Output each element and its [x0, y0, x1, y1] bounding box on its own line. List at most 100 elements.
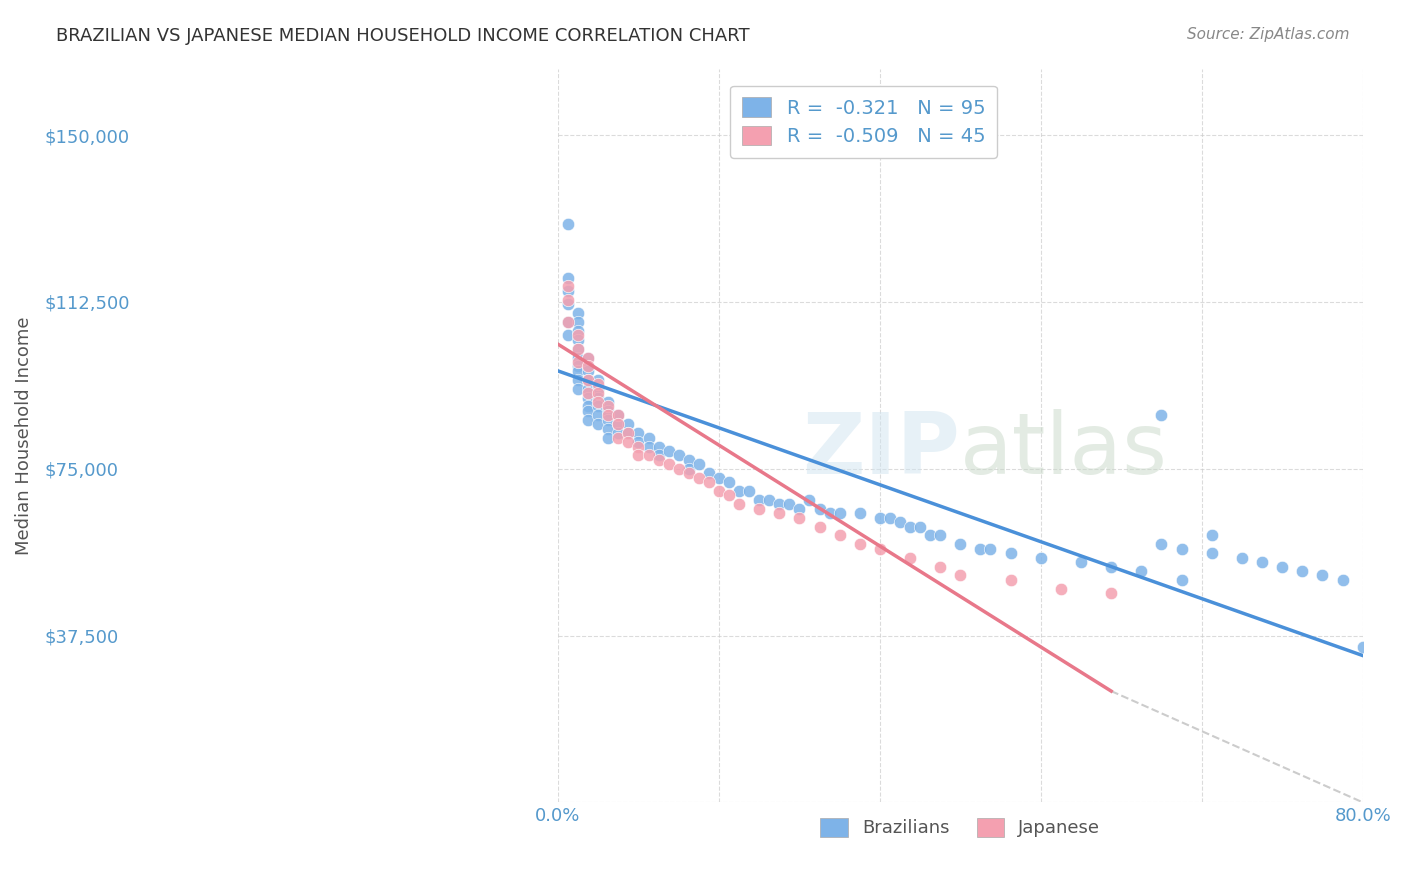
Point	[808, 519, 831, 533]
Point	[586, 391, 609, 405]
Point	[586, 386, 609, 401]
Point	[576, 400, 599, 414]
Point	[799, 492, 821, 507]
Point	[1029, 550, 1052, 565]
Point	[707, 483, 730, 498]
Point	[627, 435, 650, 450]
Point	[1170, 541, 1192, 556]
Point	[1312, 568, 1334, 582]
Point	[697, 466, 720, 480]
Point	[598, 431, 620, 445]
Point	[647, 449, 669, 463]
Point	[567, 364, 589, 378]
Point	[637, 449, 659, 463]
Point	[607, 409, 630, 423]
Point	[557, 315, 579, 329]
Point	[969, 541, 991, 556]
Point	[576, 359, 599, 374]
Point	[949, 568, 972, 582]
Y-axis label: Median Household Income: Median Household Income	[15, 316, 32, 555]
Text: Source: ZipAtlas.com: Source: ZipAtlas.com	[1187, 27, 1350, 42]
Point	[598, 409, 620, 423]
Point	[889, 515, 911, 529]
Point	[557, 279, 579, 293]
Point	[778, 497, 800, 511]
Point	[1170, 573, 1192, 587]
Point	[1000, 573, 1022, 587]
Point	[1000, 546, 1022, 560]
Point	[1251, 555, 1274, 569]
Point	[1099, 586, 1122, 600]
Point	[1070, 555, 1092, 569]
Point	[738, 483, 761, 498]
Point	[567, 328, 589, 343]
Point	[768, 506, 790, 520]
Point	[828, 528, 851, 542]
Point	[557, 328, 579, 343]
Point	[576, 373, 599, 387]
Point	[1150, 537, 1173, 551]
Point	[647, 453, 669, 467]
Point	[1099, 559, 1122, 574]
Point	[678, 466, 700, 480]
Point	[557, 284, 579, 298]
Point	[567, 342, 589, 356]
Point	[1050, 582, 1073, 596]
Point	[567, 333, 589, 347]
Point	[898, 550, 921, 565]
Point	[627, 440, 650, 454]
Point	[586, 417, 609, 432]
Point	[768, 497, 790, 511]
Point	[586, 373, 609, 387]
Point	[598, 413, 620, 427]
Point	[586, 382, 609, 396]
Point	[929, 559, 952, 574]
Point	[789, 510, 811, 524]
Point	[576, 359, 599, 374]
Point	[567, 324, 589, 338]
Point	[557, 270, 579, 285]
Legend: Brazilians, Japanese: Brazilians, Japanese	[813, 811, 1108, 845]
Point	[748, 501, 770, 516]
Point	[1130, 564, 1153, 578]
Point	[576, 386, 599, 401]
Point	[979, 541, 1001, 556]
Point	[697, 475, 720, 489]
Point	[1201, 528, 1223, 542]
Text: BRAZILIAN VS JAPANESE MEDIAN HOUSEHOLD INCOME CORRELATION CHART: BRAZILIAN VS JAPANESE MEDIAN HOUSEHOLD I…	[56, 27, 749, 45]
Point	[637, 440, 659, 454]
Point	[1291, 564, 1313, 578]
Point	[949, 537, 972, 551]
Point	[586, 395, 609, 409]
Point	[607, 417, 630, 432]
Point	[576, 351, 599, 365]
Point	[688, 470, 710, 484]
Point	[567, 306, 589, 320]
Point	[576, 382, 599, 396]
Point	[586, 400, 609, 414]
Point	[557, 293, 579, 307]
Point	[848, 537, 870, 551]
Point	[607, 417, 630, 432]
Point	[929, 528, 952, 542]
Point	[658, 458, 681, 472]
Point	[567, 359, 589, 374]
Point	[627, 426, 650, 441]
Point	[1230, 550, 1253, 565]
Point	[557, 217, 579, 231]
Point	[607, 431, 630, 445]
Point	[576, 413, 599, 427]
Point	[598, 400, 620, 414]
Point	[576, 364, 599, 378]
Point	[668, 462, 690, 476]
Point	[717, 475, 740, 489]
Text: ZIP: ZIP	[803, 409, 960, 491]
Point	[617, 426, 640, 441]
Point	[717, 488, 740, 502]
Point	[586, 409, 609, 423]
Point	[637, 431, 659, 445]
Point	[586, 377, 609, 392]
Point	[627, 449, 650, 463]
Point	[617, 426, 640, 441]
Point	[668, 449, 690, 463]
